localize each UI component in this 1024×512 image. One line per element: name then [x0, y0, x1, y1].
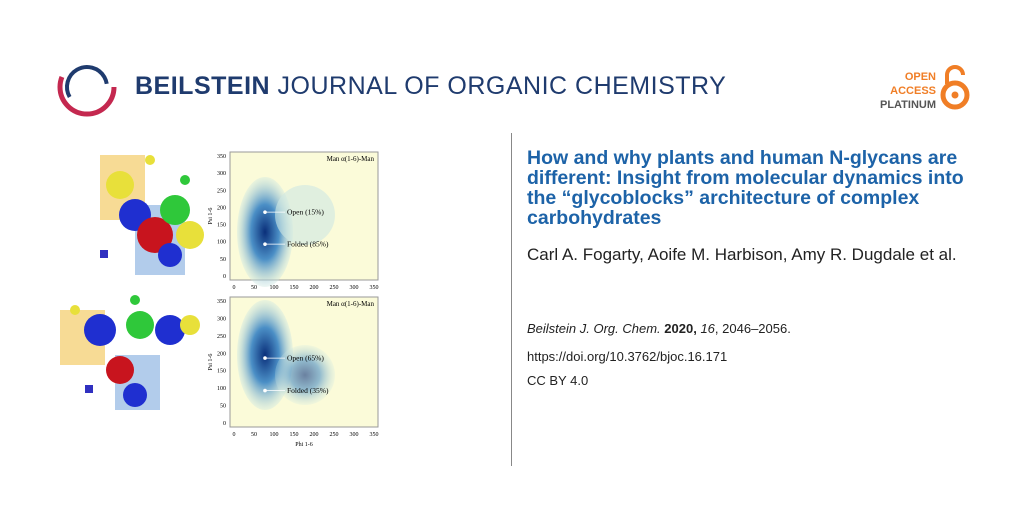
x-tick-label: 150 [290, 432, 299, 438]
x-tick-label: 300 [350, 432, 359, 438]
badge-access: ACCESS [890, 85, 936, 97]
citation-year: 2020, [664, 321, 697, 336]
y-tick-label: 200 [217, 205, 226, 211]
x-tick-label: 0 [233, 432, 236, 438]
logo [57, 57, 117, 117]
journal-bold: BEILSTEIN [135, 72, 271, 100]
y-tick-label: 150 [217, 223, 226, 229]
y-tick-label: 350 [217, 299, 226, 305]
x-tick-label: 50 [251, 432, 257, 438]
badge-open: OPEN [904, 71, 936, 83]
molecule-bottom [60, 295, 200, 410]
article-title[interactable]: How and why plants and human N-glycans a… [527, 147, 964, 229]
x-tick-label: 350 [370, 285, 379, 291]
citation-volume: 16 [700, 321, 715, 336]
journal-name: BEILSTEIN JOURNAL OF ORGANIC CHEMISTRY [135, 72, 726, 101]
y-tick-label: 250 [217, 188, 226, 194]
y-tick-label: 0 [223, 421, 226, 427]
y-tick-label: 150 [217, 369, 226, 375]
plot-bg [229, 151, 379, 428]
x-tick-label: 100 [270, 432, 279, 438]
divider [511, 133, 512, 466]
x-tick-label: 350 [370, 432, 379, 438]
x-tick-label: 300 [350, 285, 359, 291]
y-tick-label: 300 [217, 171, 226, 177]
x-tick-label: 200 [310, 432, 319, 438]
y-axis-label: Psi 1-6 [208, 208, 214, 225]
y-axis-label: Psi 1-6 [208, 354, 214, 371]
y-tick-label: 350 [217, 154, 226, 160]
citation: Beilstein J. Org. Chem. 2020, 16, 2046–2… [527, 321, 791, 336]
citation-pages: , 2046–2056. [714, 321, 791, 336]
state-label: Open (15%) [287, 208, 324, 217]
x-tick-label: 50 [251, 285, 257, 291]
badge-platinum: PLATINUM [879, 99, 936, 111]
x-tick-label: 100 [270, 285, 279, 291]
state-label: Open (65%) [287, 354, 324, 363]
x-tick-label: 0 [233, 285, 236, 291]
y-tick-label: 250 [217, 334, 226, 340]
y-tick-label: 50 [220, 257, 226, 263]
x-tick-label: 200 [310, 285, 319, 291]
journal-rest: JOURNAL OF ORGANIC CHEMISTRY [277, 72, 727, 100]
y-tick-label: 50 [220, 404, 226, 410]
y-tick-label: 0 [223, 274, 226, 280]
x-tick-label: 250 [330, 432, 339, 438]
authors: Carl A. Fogarty, Aoife M. Harbison, Amy … [527, 245, 957, 264]
panel-title: Man α(1-6)-Man [327, 155, 375, 163]
license: CC BY 4.0 [527, 373, 589, 388]
state-label: Folded (85%) [287, 240, 329, 249]
lock-icon [940, 65, 970, 110]
state-label: Folded (35%) [287, 386, 329, 395]
figure: Man α(1-6)-Man Open (15%) Folded (85%) 350 3… [60, 151, 379, 448]
panel-title: Man α(1-6)-Man [327, 300, 375, 308]
doi[interactable]: https://doi.org/10.3762/bjoc.16.171 [527, 349, 728, 364]
molecule-top [100, 155, 204, 275]
x-tick-label: 250 [330, 285, 339, 291]
x-axis-label: Phi 1-6 [295, 442, 313, 448]
y-tick-label: 100 [217, 386, 226, 392]
y-tick-label: 100 [217, 240, 226, 246]
y-tick-label: 200 [217, 351, 226, 357]
y-tick-label: 300 [217, 316, 226, 322]
citation-journal: Beilstein J. Org. Chem. [527, 321, 661, 336]
x-tick-label: 150 [290, 285, 299, 291]
open-access-badge: OPEN ACCESS PLATINUM [850, 70, 936, 112]
